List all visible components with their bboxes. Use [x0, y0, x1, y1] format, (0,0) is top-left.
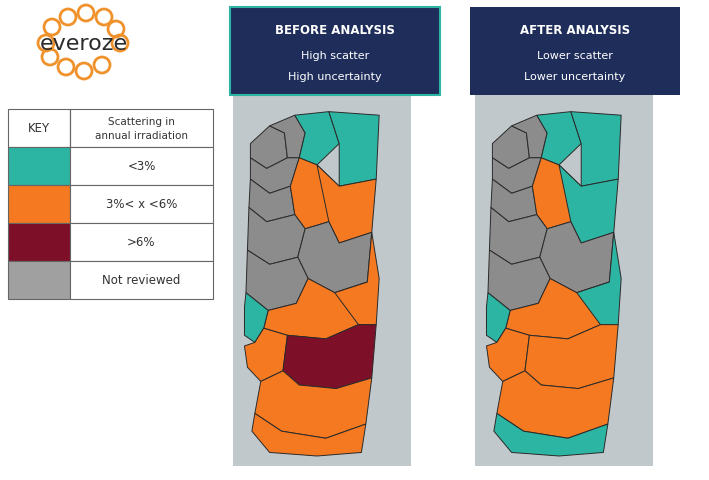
Polygon shape	[252, 414, 366, 456]
Polygon shape	[291, 158, 339, 229]
Polygon shape	[255, 371, 372, 438]
Text: 3%< x <6%: 3%< x <6%	[106, 198, 177, 211]
Polygon shape	[492, 158, 541, 194]
Polygon shape	[245, 293, 268, 343]
Text: >6%: >6%	[127, 236, 156, 249]
Text: everoze: everoze	[40, 34, 128, 54]
Text: Scattering in
annual irradiation: Scattering in annual irradiation	[95, 117, 188, 140]
Bar	[8, 110, 70, 148]
Polygon shape	[317, 166, 376, 243]
Bar	[70, 186, 213, 224]
Bar	[233, 92, 411, 466]
Text: Lower uncertainty: Lower uncertainty	[525, 72, 625, 82]
Polygon shape	[492, 127, 530, 169]
Polygon shape	[269, 116, 305, 158]
Bar	[8, 262, 70, 300]
Bar	[8, 148, 70, 186]
Polygon shape	[532, 158, 581, 229]
Bar	[475, 92, 653, 466]
Polygon shape	[537, 112, 581, 166]
Polygon shape	[295, 112, 339, 166]
Polygon shape	[335, 233, 379, 325]
Polygon shape	[283, 325, 376, 389]
Polygon shape	[512, 116, 547, 158]
Bar	[70, 148, 213, 186]
Polygon shape	[249, 180, 295, 222]
Bar	[470, 8, 680, 96]
Bar	[70, 262, 213, 300]
Polygon shape	[245, 328, 287, 382]
Bar	[70, 224, 213, 262]
Polygon shape	[576, 233, 621, 325]
Bar	[8, 186, 70, 224]
Polygon shape	[571, 112, 621, 187]
Polygon shape	[540, 222, 614, 293]
Polygon shape	[559, 166, 618, 243]
Polygon shape	[506, 279, 609, 339]
Polygon shape	[486, 293, 510, 343]
Polygon shape	[489, 208, 547, 265]
Text: <3%: <3%	[128, 160, 156, 173]
Text: High scatter: High scatter	[301, 51, 369, 61]
Polygon shape	[525, 325, 618, 389]
Polygon shape	[486, 328, 530, 382]
Text: BEFORE ANALYSIS: BEFORE ANALYSIS	[275, 24, 395, 36]
Text: KEY: KEY	[28, 122, 50, 135]
Polygon shape	[247, 208, 305, 265]
Text: AFTER ANALYSIS: AFTER ANALYSIS	[520, 24, 630, 36]
Polygon shape	[494, 414, 608, 456]
Text: Not reviewed: Not reviewed	[102, 274, 181, 287]
Polygon shape	[250, 158, 299, 194]
Polygon shape	[329, 112, 379, 187]
Polygon shape	[298, 222, 372, 293]
Polygon shape	[264, 279, 367, 339]
Text: High uncertainty: High uncertainty	[288, 72, 382, 82]
Bar	[70, 110, 213, 148]
Bar	[8, 224, 70, 262]
Polygon shape	[250, 127, 287, 169]
Polygon shape	[488, 251, 550, 311]
Polygon shape	[246, 251, 308, 311]
Bar	[230, 8, 440, 96]
Text: Lower scatter: Lower scatter	[537, 51, 613, 61]
Polygon shape	[491, 180, 537, 222]
Polygon shape	[497, 371, 614, 438]
